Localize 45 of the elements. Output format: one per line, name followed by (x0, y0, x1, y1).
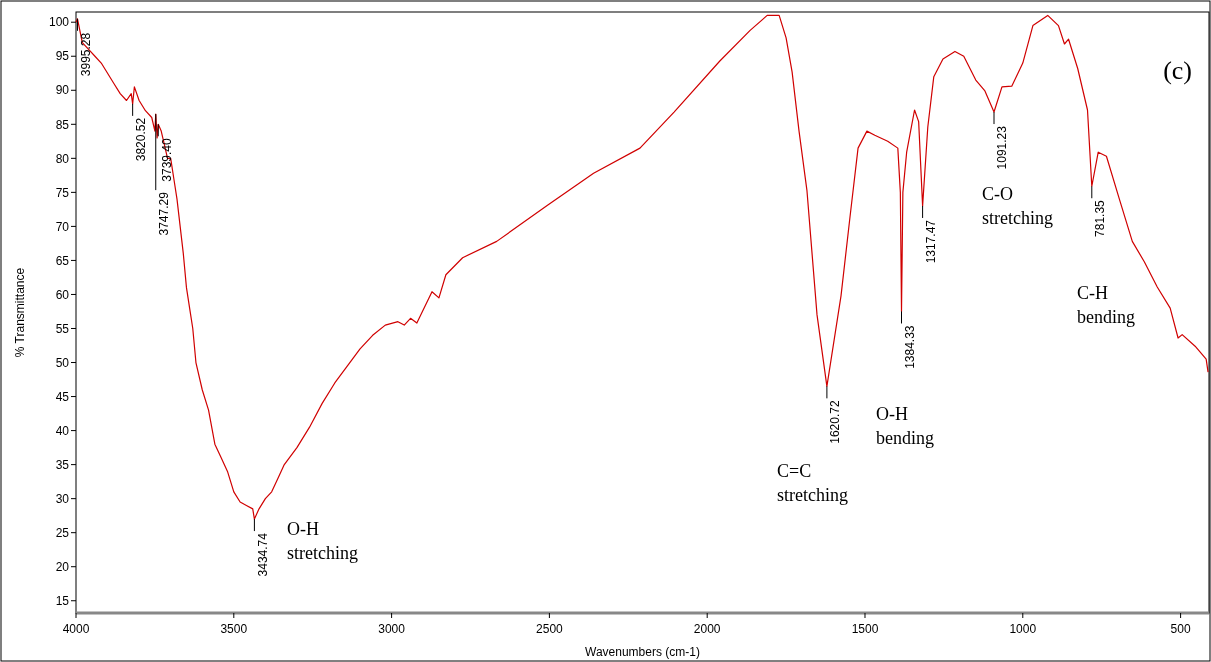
x-tick-label: 4000 (62, 622, 90, 636)
y-tick-label: 35 (55, 457, 70, 472)
x-tick-label: 3500 (220, 622, 248, 636)
x-tick-label: 2500 (536, 622, 564, 636)
y-tick-label: 25 (55, 525, 70, 540)
y-tick-label: 90 (55, 83, 70, 98)
y-tick-label: 15 (55, 593, 70, 608)
y-tick-label: 85 (55, 117, 70, 132)
annotation: 3739.40 (159, 137, 174, 182)
annotation: (c) (1163, 55, 1192, 85)
annotation: 1317.47 (924, 219, 938, 264)
annotation: O-H stretching (287, 519, 358, 563)
annotation: 3434.74 (255, 532, 270, 577)
y-tick-label: 40 (55, 423, 70, 438)
x-tick-label: 3000 (378, 622, 406, 636)
y-tick-label: 75 (55, 185, 70, 200)
x-tick-label: 1500 (851, 622, 879, 636)
y-tick-label: 60 (55, 287, 70, 302)
annotation: C-O stretching (982, 184, 1053, 228)
y-tick-label: 95 (55, 49, 70, 64)
annotation: O-H bending (876, 404, 934, 448)
x-tick-label: 2000 (693, 622, 721, 636)
annotation: 3747.29 (157, 191, 172, 236)
annotation: 1620.72 (828, 400, 843, 444)
annotation: C-H bending (1077, 283, 1135, 327)
x-axis-title: Wavenumbers (cm-1) (585, 645, 700, 659)
annotation: 3995.28 (78, 32, 93, 77)
y-tick-label: 20 (55, 559, 70, 574)
annotation: 1384.33 (902, 325, 917, 369)
x-tick-label: 500 (1170, 622, 1191, 636)
y-tick-label: 65 (55, 253, 70, 268)
annotation: 3820.52 (134, 117, 149, 162)
y-tick-label: 50 (55, 355, 70, 370)
y-tick-label: 30 (55, 491, 70, 506)
y-tick-label: 55 (55, 321, 70, 336)
y-axis-title: % Transmittance (13, 267, 27, 358)
annotation: 1091.23 (995, 125, 1010, 170)
y-tick-label: 100 (48, 15, 70, 30)
x-tick-label: 1000 (1009, 622, 1037, 636)
annotation: 781.35 (1093, 199, 1108, 237)
y-tick-label: 70 (55, 219, 70, 234)
line-series (75, 14, 1209, 520)
annotation: C=C stretching (777, 461, 848, 505)
y-tick-label: 80 (55, 151, 70, 166)
y-tick-label: 45 (55, 389, 70, 404)
